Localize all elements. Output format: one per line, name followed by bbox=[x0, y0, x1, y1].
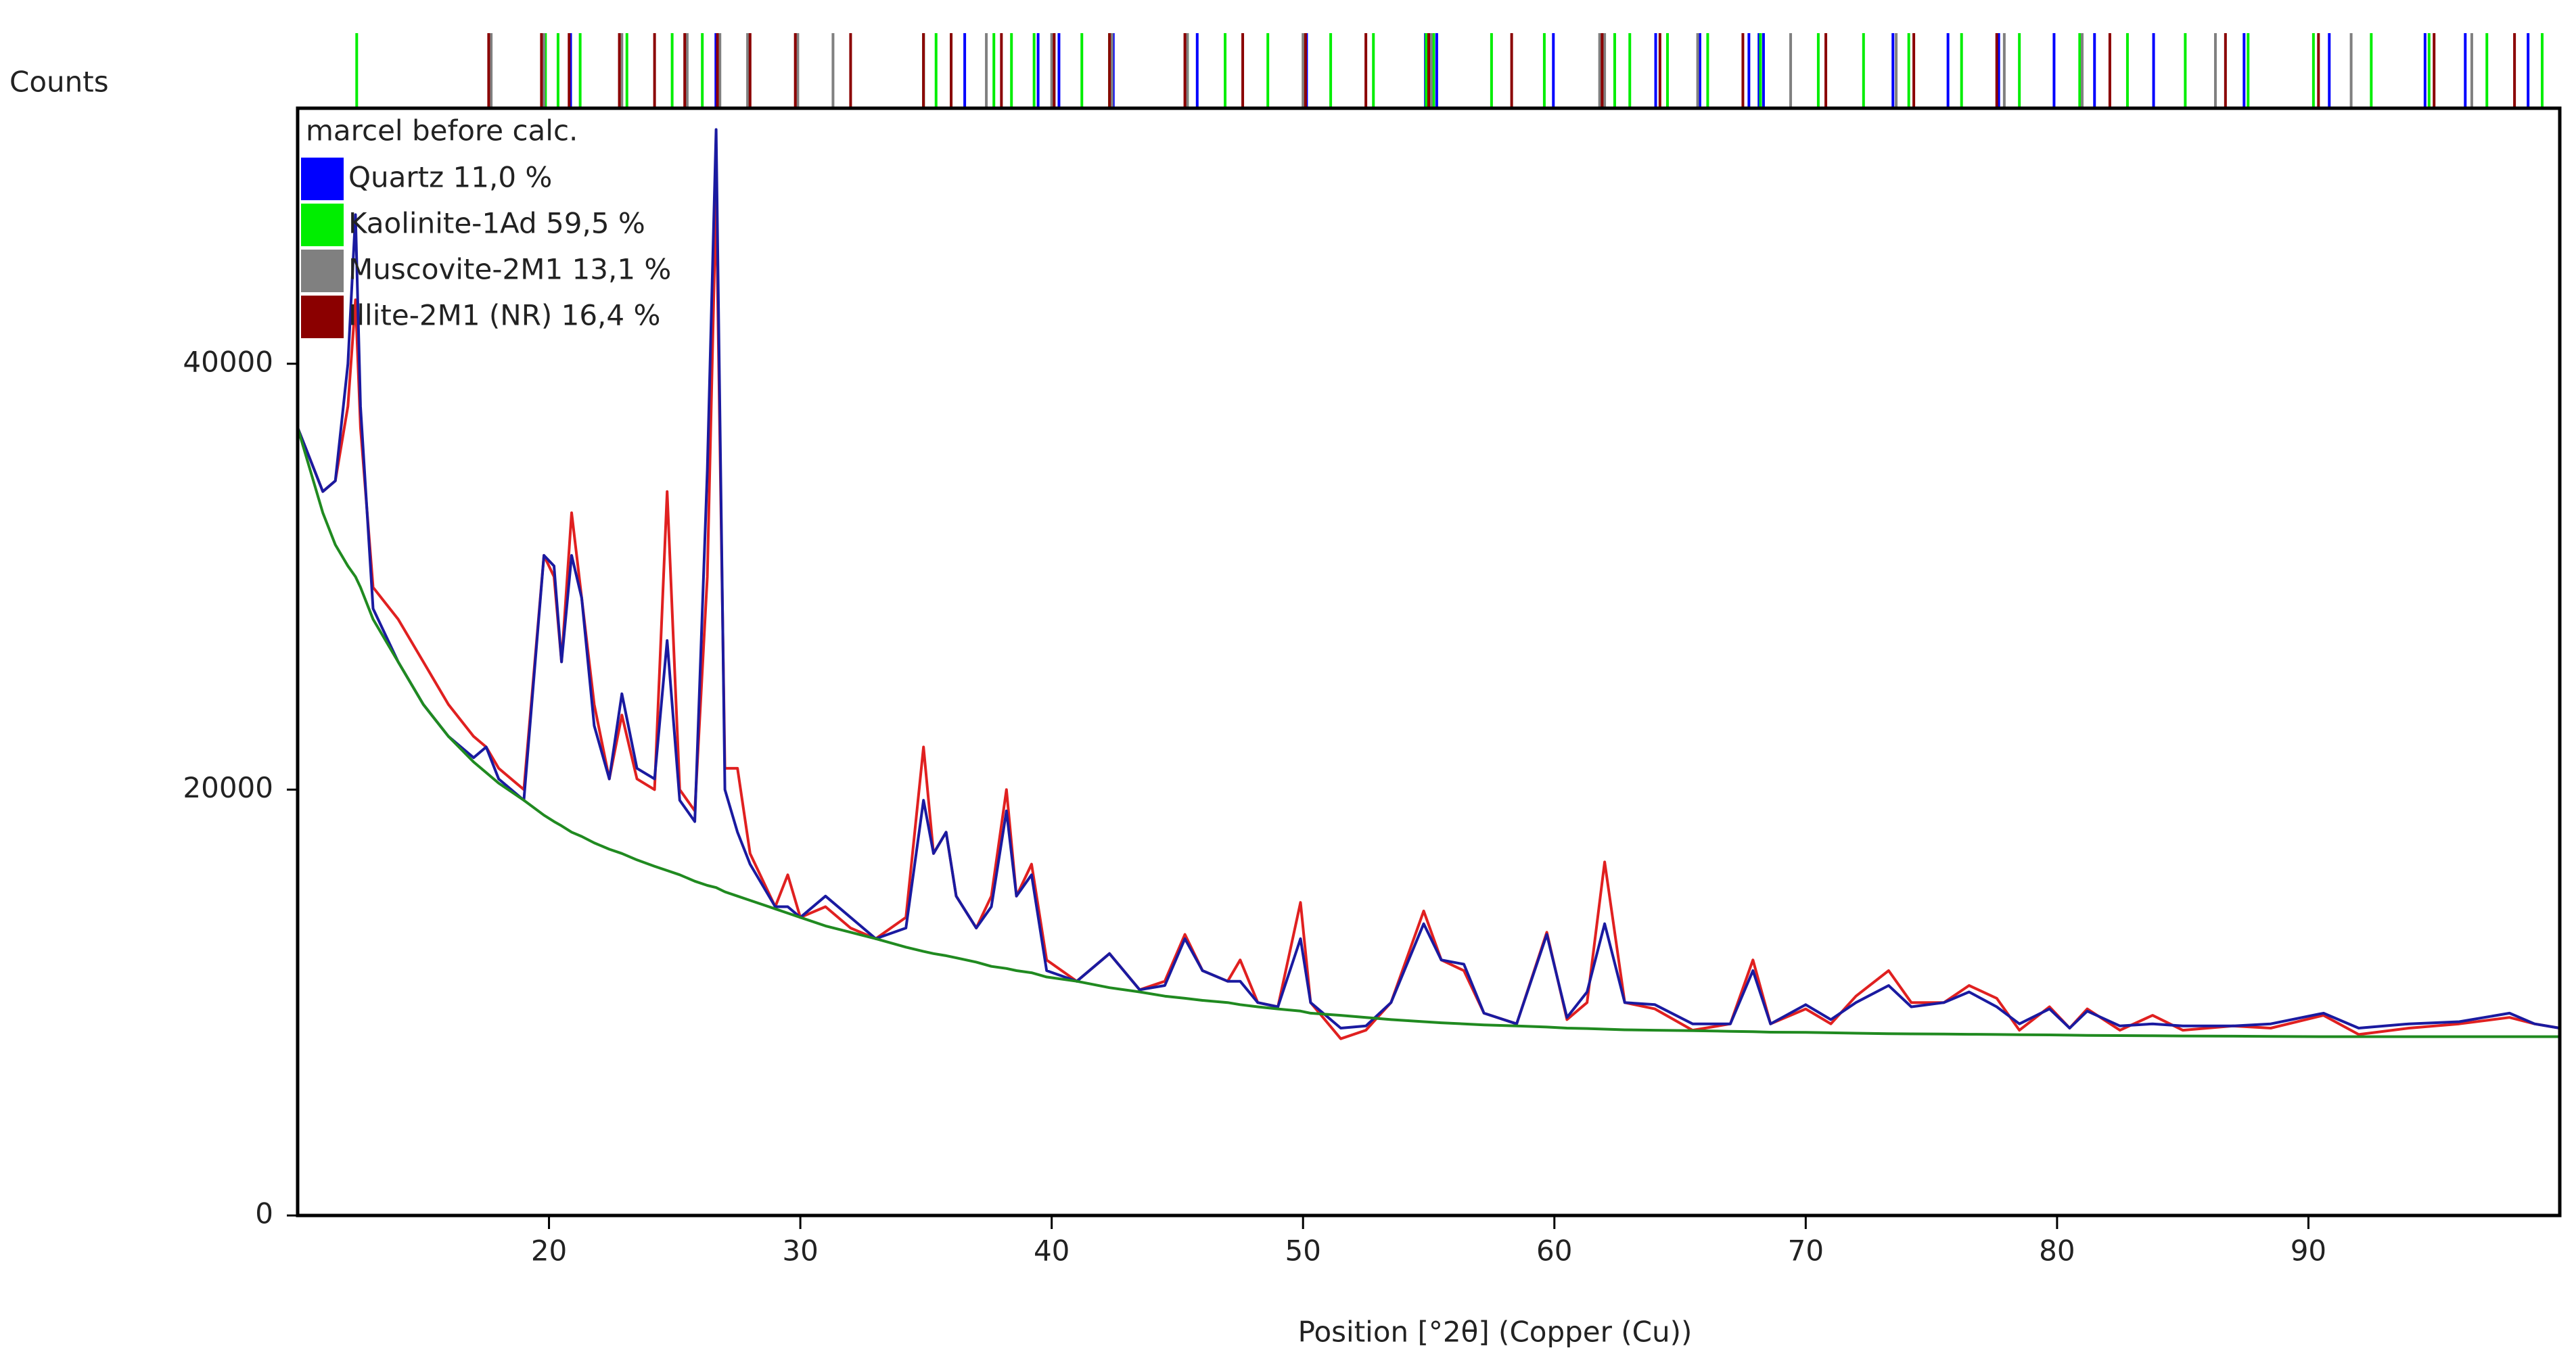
data-line bbox=[296, 128, 2560, 1029]
x-tick-label: 90 bbox=[2291, 1234, 2326, 1268]
x-axis-label: Position [°2θ] (Copper (Cu)) bbox=[1298, 1316, 1693, 1349]
legend-swatch bbox=[301, 204, 344, 246]
legend-label: Quartz 11,0 % bbox=[348, 161, 552, 194]
legend-swatch bbox=[301, 158, 344, 200]
y-tick-label: 0 bbox=[255, 1197, 273, 1230]
data-line bbox=[296, 427, 2560, 1038]
legend-swatch bbox=[301, 250, 344, 292]
x-tick-label: 30 bbox=[782, 1234, 818, 1268]
legend-label: Kaolinite-1Ad 59,5 % bbox=[348, 207, 645, 240]
legend-title: marcel before calc. bbox=[306, 114, 578, 147]
x-tick-label: 50 bbox=[1285, 1234, 1320, 1268]
plot-frame bbox=[296, 106, 2562, 1218]
legend-label: Illite-2M1 (NR) 16,4 % bbox=[348, 299, 660, 332]
x-tick-label: 40 bbox=[1034, 1234, 1070, 1268]
x-tick-label: 20 bbox=[531, 1234, 567, 1268]
legend-swatch bbox=[301, 296, 344, 338]
y-tick-label: 40000 bbox=[183, 345, 273, 378]
y-axis-label: Counts bbox=[9, 66, 109, 99]
x-tick-label: 80 bbox=[2039, 1234, 2075, 1268]
legend-label: Muscovite-2M1 13,1 % bbox=[348, 253, 671, 286]
x-tick-label: 70 bbox=[1788, 1234, 1824, 1268]
x-tick-label: 60 bbox=[1536, 1234, 1572, 1268]
y-tick-label: 20000 bbox=[183, 771, 273, 804]
